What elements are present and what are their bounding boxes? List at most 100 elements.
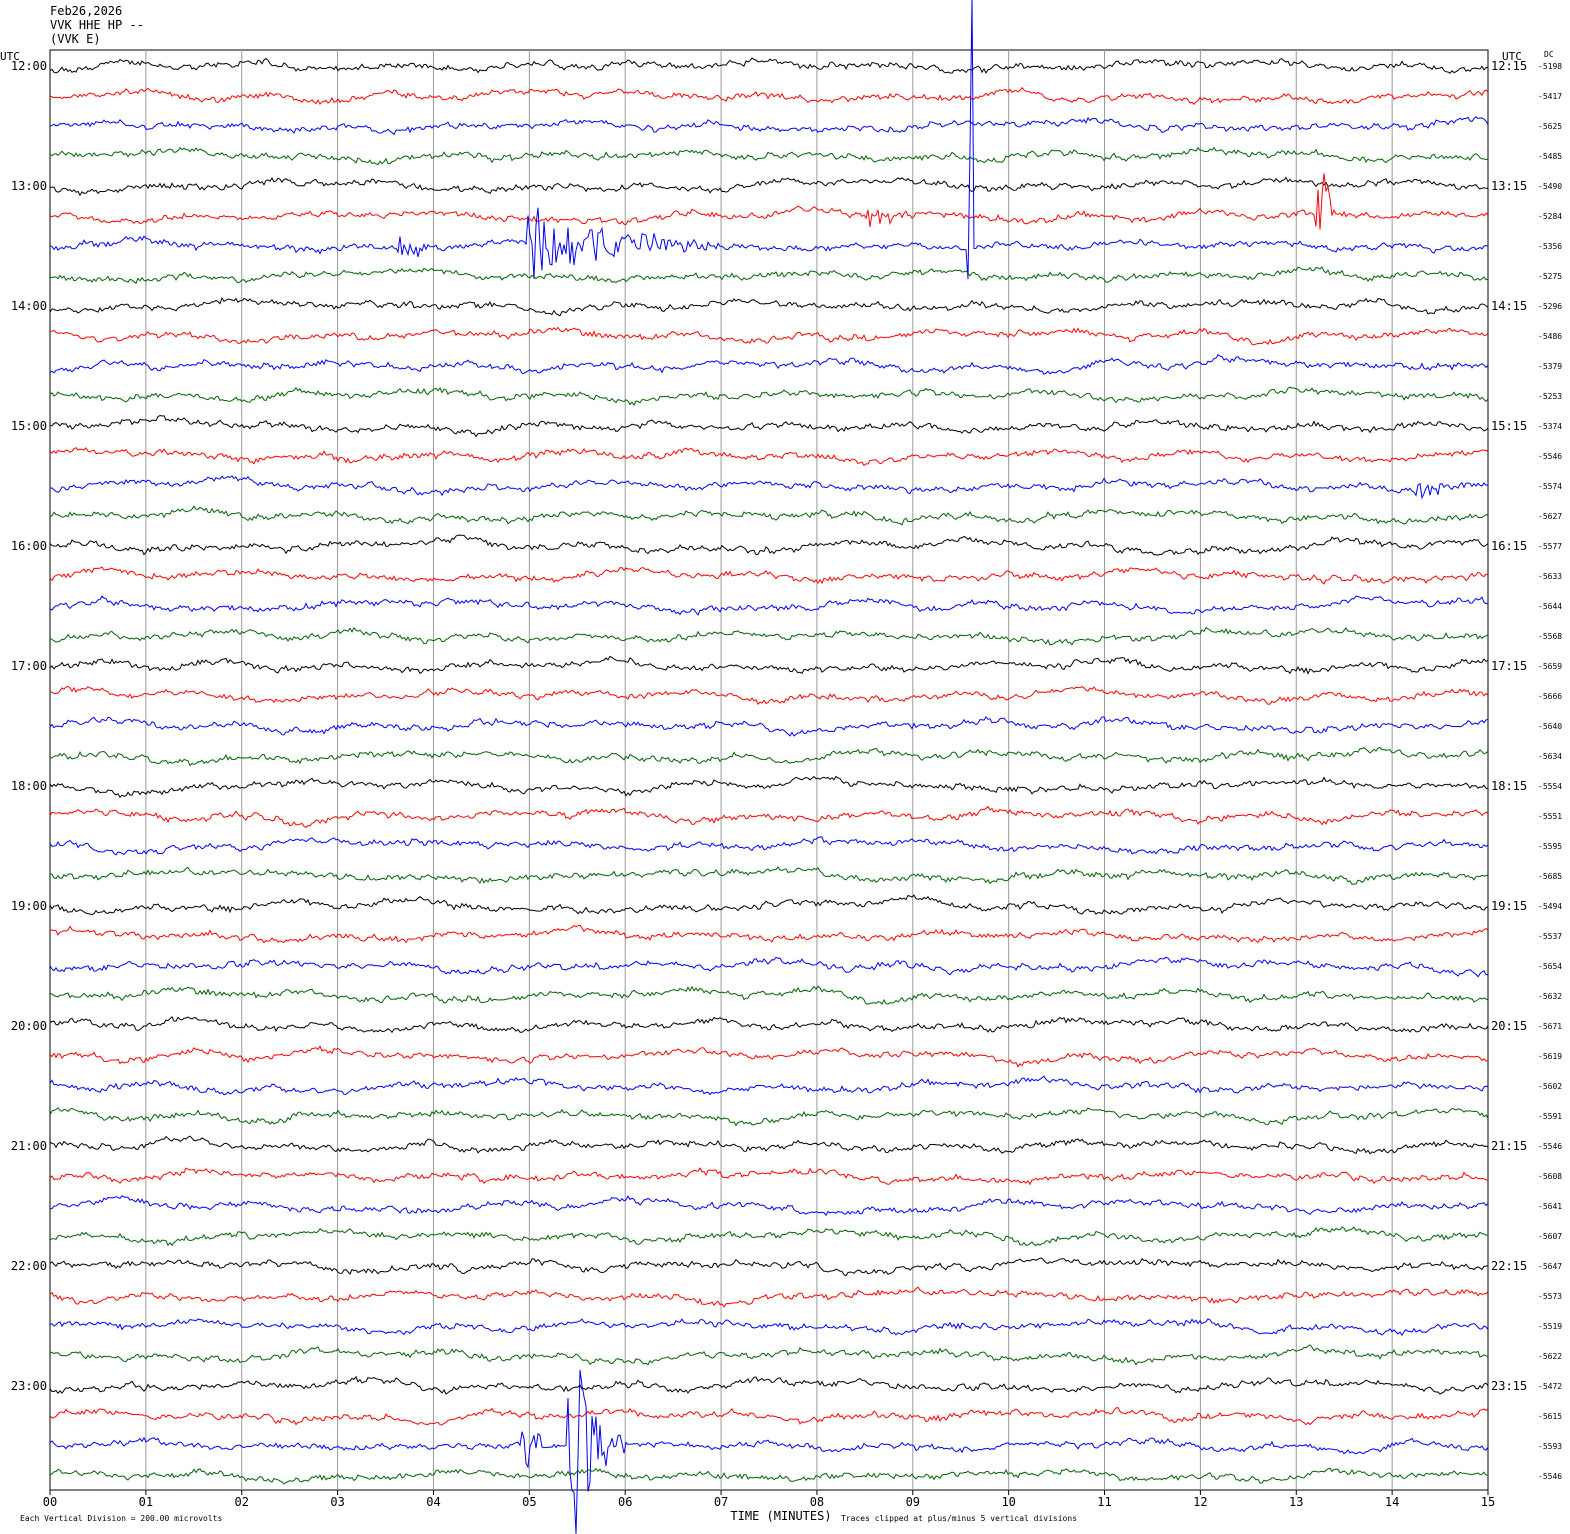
plot-frame [49, 49, 1489, 1491]
trace-line [49, 805, 1489, 829]
left-hour-label: 14:00 [11, 299, 47, 313]
trace-line [49, 1135, 1489, 1155]
left-hour-label: 18:00 [11, 779, 47, 793]
trace-line [49, 505, 1489, 526]
x-tick-label: 08 [810, 1495, 824, 1509]
dc-value-label: -5356 [1538, 242, 1562, 251]
dc-value-label: -5551 [1538, 812, 1562, 821]
dc-value-label: -5379 [1538, 362, 1562, 371]
trace-line [49, 146, 1489, 166]
trace-line [49, 1107, 1489, 1127]
dc-value-label: -5591 [1538, 1112, 1562, 1121]
dc-value-label: -5640 [1538, 722, 1562, 731]
x-tick-label: 04 [426, 1495, 440, 1509]
trace-line [49, 1075, 1489, 1096]
dc-value-label: -5546 [1538, 1472, 1562, 1481]
left-hour-label: 23:00 [11, 1379, 47, 1393]
trace-line [49, 685, 1489, 705]
x-tick-label: 09 [906, 1495, 920, 1509]
trace-line [49, 0, 1489, 280]
component-label: (VVK E) [50, 32, 101, 46]
trace-line [49, 985, 1489, 1005]
left-hour-label: 16:00 [11, 539, 47, 553]
dc-value-label: -5615 [1538, 1412, 1562, 1421]
dc-value-label: -5568 [1538, 632, 1562, 641]
trace-line [49, 1318, 1489, 1337]
dc-value-label: -5198 [1538, 62, 1562, 71]
trace-line [49, 475, 1489, 500]
dc-value-label: -5554 [1538, 782, 1562, 791]
dc-value-label: -5627 [1538, 512, 1562, 521]
dc-value-label: -5632 [1538, 992, 1562, 1001]
trace-line [49, 595, 1489, 616]
dc-value-label: -5374 [1538, 422, 1562, 431]
dc-value-label: -5593 [1538, 1442, 1562, 1451]
left-hour-label: 22:00 [11, 1259, 47, 1273]
dc-value-label: -5666 [1538, 692, 1562, 701]
trace-line [49, 386, 1489, 406]
x-tick-label: 15 [1481, 1495, 1495, 1509]
trace-line [49, 655, 1489, 675]
dc-value-label: -5296 [1538, 302, 1562, 311]
right-hour-label: 16:15 [1491, 539, 1527, 553]
trace-line [49, 414, 1489, 438]
trace-line [49, 866, 1489, 885]
dc-value-label: -5644 [1538, 602, 1562, 611]
scale-footer: Each Vertical Division = 200.00 microvol… [20, 1514, 222, 1523]
x-tick-label: 13 [1289, 1495, 1303, 1509]
right-hour-label: 19:15 [1491, 899, 1527, 913]
trace-line [49, 924, 1489, 944]
dc-value-label: -5537 [1538, 932, 1562, 941]
trace-line [49, 1375, 1489, 1395]
right-hour-label: 23:15 [1491, 1379, 1527, 1393]
dc-value-label: -5647 [1538, 1262, 1562, 1271]
dc-value-label: -5633 [1538, 572, 1562, 581]
trace-line [49, 1257, 1489, 1277]
dc-value-label: -5602 [1538, 1082, 1562, 1091]
dc-value-label: -5486 [1538, 332, 1562, 341]
trace-line [49, 894, 1489, 916]
trace-line [49, 1369, 1489, 1534]
trace-line [50, 326, 1489, 346]
x-tick-label: 11 [1097, 1495, 1111, 1509]
trace-line [49, 1226, 1488, 1247]
dc-value-label: -5573 [1538, 1292, 1562, 1301]
trace-line [49, 266, 1489, 284]
trace-line [49, 1286, 1489, 1308]
trace-line [49, 775, 1489, 799]
right-axis-label: UTC [1502, 50, 1522, 63]
left-hour-label: 21:00 [11, 1139, 47, 1153]
clip-footer: Traces clipped at plus/minus 5 vertical … [841, 1514, 1077, 1523]
trace-line [49, 534, 1489, 556]
dc-value-label: -5641 [1538, 1202, 1562, 1211]
dc-value-label: -5472 [1538, 1382, 1562, 1391]
trace-line [49, 86, 1489, 106]
x-tick-label: 03 [330, 1495, 344, 1509]
left-hour-label: 17:00 [11, 659, 47, 673]
trace-line [49, 57, 1489, 74]
right-hour-label: 15:15 [1491, 419, 1527, 433]
dc-value-label: -5490 [1538, 182, 1562, 191]
dc-value-label: -5634 [1538, 752, 1562, 761]
dc-value-label: -5607 [1538, 1232, 1562, 1241]
trace-line [49, 1407, 1489, 1426]
left-hour-label: 15:00 [11, 419, 47, 433]
station-label: VVK HHE HP -- [50, 18, 144, 32]
x-tick-label: 05 [522, 1495, 536, 1509]
x-tick-label: 01 [139, 1495, 153, 1509]
trace-line [49, 1467, 1489, 1485]
trace-line [49, 176, 1489, 197]
trace-line [49, 116, 1489, 136]
right-hour-label: 21:15 [1491, 1139, 1527, 1153]
dc-value-label: -5654 [1538, 962, 1562, 971]
trace-line [49, 566, 1489, 585]
trace-line [50, 1195, 1489, 1217]
x-axis-title: TIME (MINUTES) [730, 1509, 831, 1523]
dc-value-label: -5625 [1538, 122, 1562, 131]
dc-value-label: -5574 [1538, 482, 1562, 491]
trace-line [49, 1344, 1489, 1366]
x-tick-label: 06 [618, 1495, 632, 1509]
dc-value-label: -5595 [1538, 842, 1562, 851]
trace-line [49, 716, 1489, 737]
x-tick-label: 14 [1385, 1495, 1399, 1509]
